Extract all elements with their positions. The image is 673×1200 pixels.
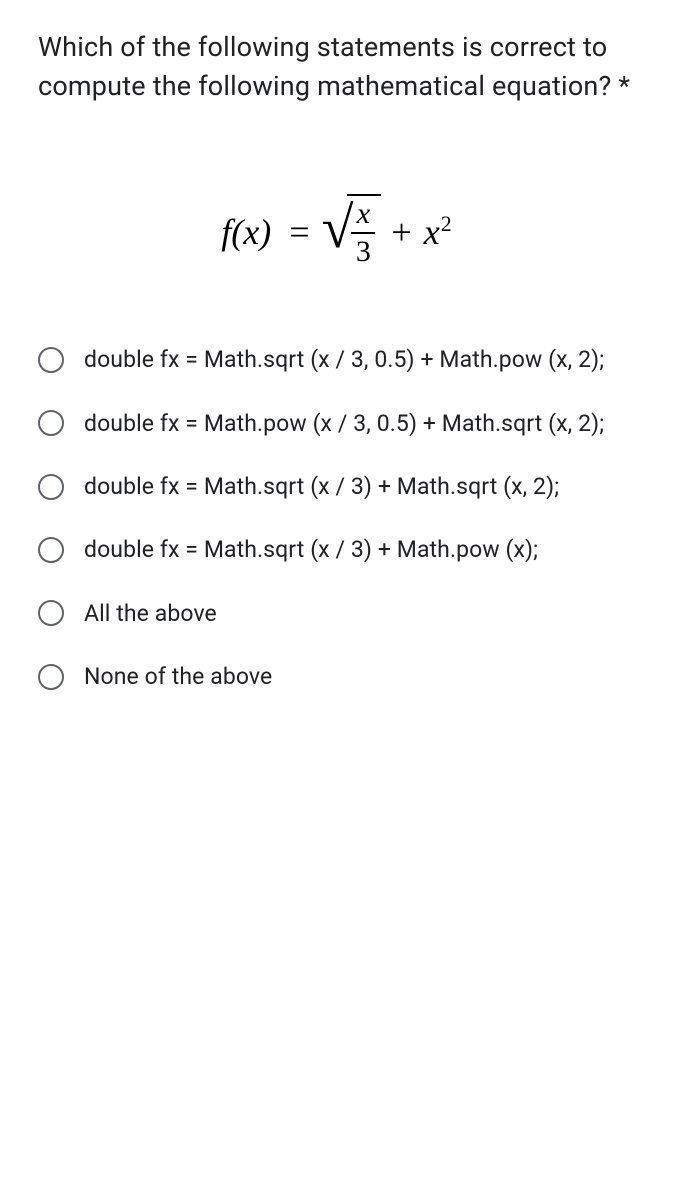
option-5[interactable]: All the above <box>38 597 635 630</box>
fraction-numerator: x <box>353 198 374 232</box>
fraction-denominator: 3 <box>351 232 375 268</box>
option-label: All the above <box>84 597 217 630</box>
equation-block: f(x) = √ x 3 + x2 <box>38 194 635 269</box>
x-base: x <box>424 212 440 252</box>
radicand: x 3 <box>347 194 381 269</box>
plus-sign: + <box>391 211 411 253</box>
radio-icon <box>38 410 64 436</box>
radio-icon <box>38 600 64 626</box>
option-label: double fx = Math.sqrt (x / 3) + Math.pow… <box>84 533 538 566</box>
radio-icon <box>38 537 64 563</box>
option-2[interactable]: double fx = Math.pow (x / 3, 0.5) + Math… <box>38 407 635 440</box>
options-group: double fx = Math.sqrt (x / 3, 0.5) + Mat… <box>38 343 635 693</box>
radio-icon <box>38 664 64 690</box>
equation-lhs: f(x) <box>221 211 271 253</box>
question-text: Which of the following statements is cor… <box>38 28 635 106</box>
x-exponent: 2 <box>441 211 452 236</box>
radical: √ x 3 <box>322 194 382 269</box>
option-4[interactable]: double fx = Math.sqrt (x / 3) + Math.pow… <box>38 533 635 566</box>
option-6[interactable]: None of the above <box>38 660 635 693</box>
option-label: double fx = Math.pow (x / 3, 0.5) + Math… <box>84 407 604 440</box>
option-1[interactable]: double fx = Math.sqrt (x / 3, 0.5) + Mat… <box>38 343 635 376</box>
required-asterisk: * <box>618 70 630 102</box>
option-label: None of the above <box>84 660 272 693</box>
option-3[interactable]: double fx = Math.sqrt (x / 3) + Math.sqr… <box>38 470 635 503</box>
question-container: Which of the following statements is cor… <box>0 0 673 743</box>
question-prompt: Which of the following statements is cor… <box>38 31 612 102</box>
x-squared: x2 <box>424 211 452 253</box>
radio-icon <box>38 347 64 373</box>
equation: f(x) = √ x 3 + x2 <box>221 194 451 269</box>
fraction: x 3 <box>351 198 375 267</box>
option-label: double fx = Math.sqrt (x / 3) + Math.sqr… <box>84 470 559 503</box>
option-label: double fx = Math.sqrt (x / 3, 0.5) + Mat… <box>84 343 604 376</box>
equals-sign: = <box>289 211 309 253</box>
radio-icon <box>38 474 64 500</box>
